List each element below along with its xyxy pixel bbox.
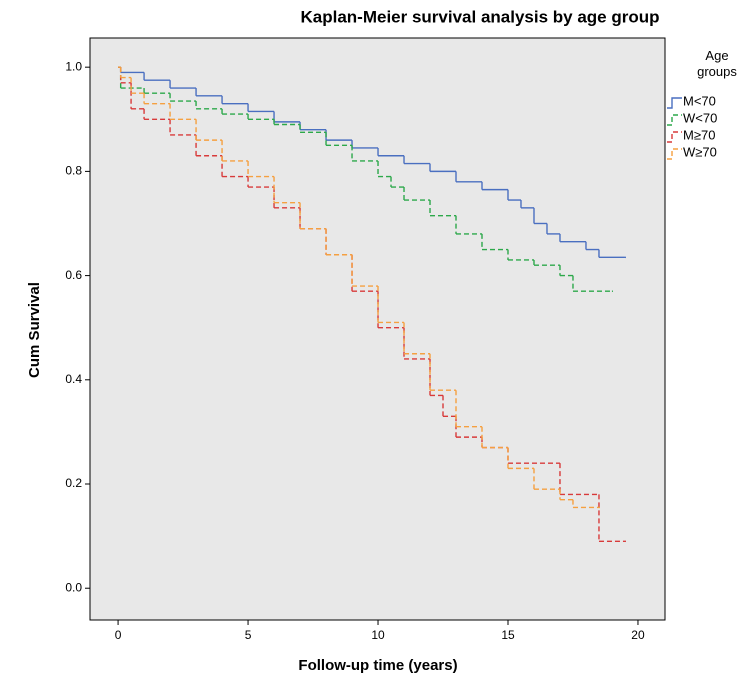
legend-label: W<70: [683, 110, 717, 125]
y-tick-label: 0.2: [65, 476, 82, 490]
plot-area: [89, 37, 666, 621]
x-tick-label: 20: [631, 628, 645, 642]
y-tick-label: 0.4: [65, 372, 82, 386]
legend-symbol: [667, 114, 682, 126]
chart-title: Kaplan-Meier survival analysis by age gr…: [300, 7, 659, 26]
legend-symbol: [667, 148, 682, 160]
x-axis-label: Follow-up time (years): [298, 657, 457, 674]
x-tick-label: 0: [115, 628, 122, 642]
x-tick-label: 15: [501, 628, 515, 642]
legend-label: M<70: [683, 93, 716, 108]
y-tick-label: 0.0: [65, 580, 82, 594]
y-tick-label: 0.6: [65, 268, 82, 282]
y-axis-label: Cum Survival: [26, 282, 43, 378]
y-tick-label: 1.0: [65, 59, 82, 73]
legend-symbol: [667, 131, 682, 143]
x-tick-label: 5: [245, 628, 252, 642]
legend-symbol: [667, 97, 682, 109]
legend-title: Age groups: [697, 48, 737, 79]
legend-label: W≥70: [683, 144, 717, 159]
x-tick-label: 10: [371, 628, 385, 642]
legend-label: M≥70: [683, 127, 715, 142]
y-tick-label: 0.8: [65, 164, 82, 178]
